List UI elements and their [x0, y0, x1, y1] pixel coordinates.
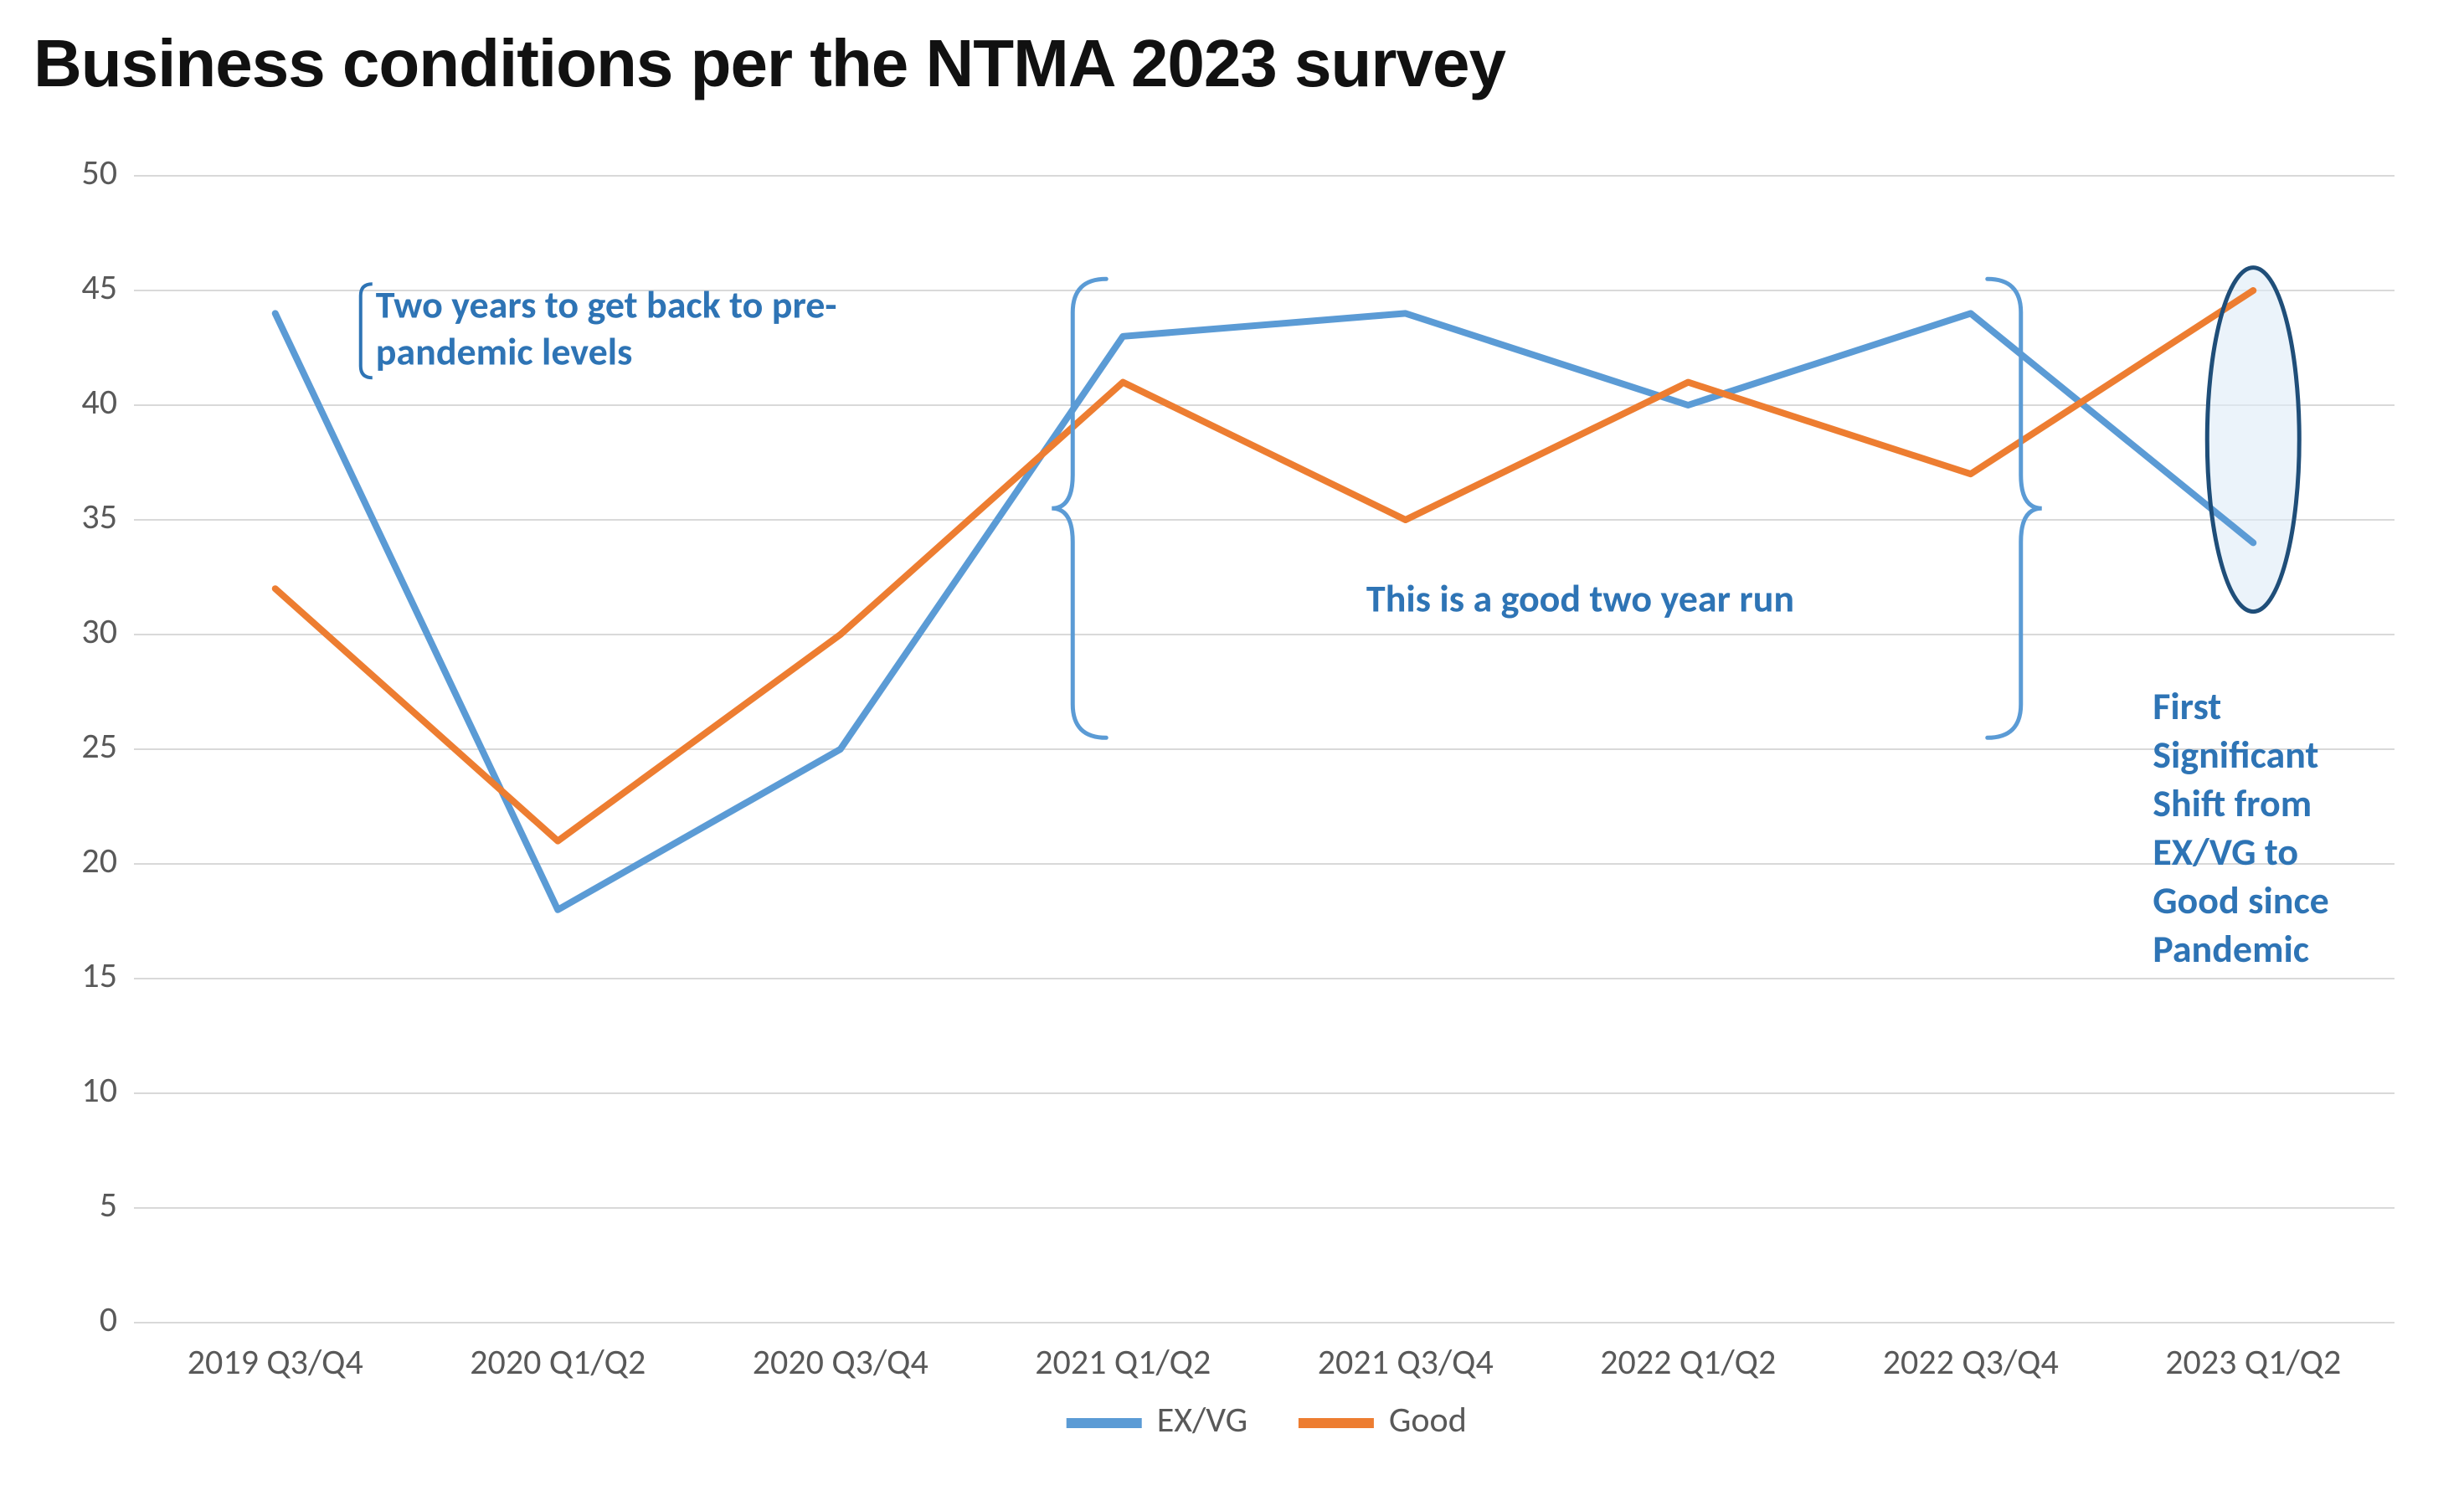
x-axis-label: 2022 Q3/Q4 [1883, 1341, 2059, 1384]
y-axis-label: 35 [81, 496, 117, 538]
y-axis-label: 30 [81, 610, 117, 653]
y-axis-label: 50 [81, 152, 117, 194]
annotation-shift: EX/VG to [2153, 829, 2298, 876]
annotation-shift: Good since [2153, 877, 2329, 924]
x-axis-label: 2020 Q3/Q4 [753, 1341, 929, 1384]
annotation-two-year-run: This is a good two year run [1366, 576, 1794, 623]
annotation-pre-pandemic: Two years to get back to pre- [376, 281, 837, 328]
x-axis-label: 2023 Q1/Q2 [2165, 1341, 2341, 1384]
x-axis-label: 2019 Q3/Q4 [188, 1341, 363, 1384]
annotation-shift: First [2153, 683, 2221, 730]
annotation-shift: Pandemic [2153, 926, 2309, 973]
x-axis-label: 2021 Q1/Q2 [1035, 1341, 1211, 1384]
annotation-shift: Significant [2153, 732, 2318, 779]
y-axis-label: 0 [100, 1298, 117, 1341]
legend-label: EX/VG [1157, 1399, 1247, 1442]
x-axis-label: 2021 Q3/Q4 [1318, 1341, 1494, 1384]
chart-holder: 0 5 10 15 20 25 30 35 40 45 50 2019 Q3/Q4 2020 Q1/Q2… [33, 151, 2428, 1473]
ntma-business-conditions-chart: 0 5 10 15 20 25 30 35 40 45 50 2019 Q3/Q4 2020 Q1/Q2… [33, 151, 2428, 1473]
x-axis-label: 2020 Q1/Q2 [470, 1341, 646, 1384]
y-axis-label: 10 [81, 1069, 117, 1112]
legend-label: Good [1389, 1399, 1467, 1442]
annotation-shift: Shift from [2153, 780, 2312, 827]
y-axis-label: 40 [81, 381, 117, 424]
series-line-ex-vg [275, 313, 2254, 909]
x-axis-label: 2022 Q1/Q2 [1600, 1341, 1776, 1384]
y-axis-label: 25 [81, 725, 117, 768]
y-axis-label: 20 [81, 840, 117, 882]
y-axis-label: 45 [81, 266, 117, 309]
chart-title: Business conditions per the NTMA 2023 su… [33, 25, 1505, 102]
annotation-pre-pandemic: pandemic levels [376, 328, 633, 375]
y-axis-label: 15 [81, 954, 117, 997]
bracket [1052, 279, 1106, 738]
y-axis-label: 5 [100, 1184, 117, 1226]
annotation-bracket [361, 284, 373, 378]
page: Business conditions per the NTMA 2023 su… [0, 0, 2464, 1511]
